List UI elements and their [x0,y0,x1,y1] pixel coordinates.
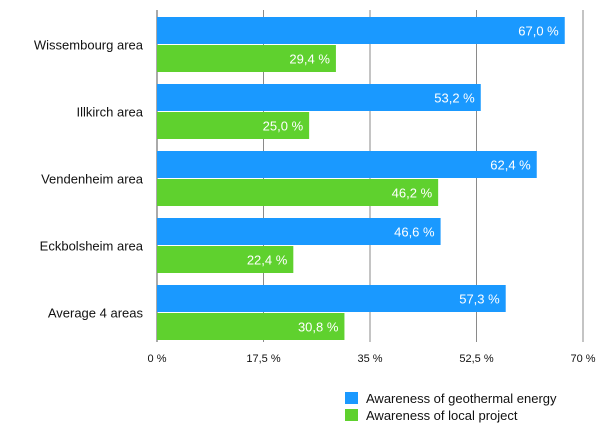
bar-value-label: 53,2 % [434,91,475,106]
bar-geothermal [157,218,441,245]
label-layer: 0 % 17,5 % 35 % 52,5 % 70 % 67,0 % 29,4 % Wisse… [34,24,596,366]
category-label: Eckbolsheim area [40,239,144,254]
bar-local-project [157,313,345,340]
bar-value-label: 62,4 % [490,158,531,173]
bar-local-project [157,112,310,139]
bar-local-project [157,45,336,72]
bar-geothermal [157,151,537,178]
bar-local-project [157,179,439,206]
bar-geothermal [157,84,481,111]
bar-value-label: 22,4 % [247,253,288,268]
x-tick-label: 70 % [570,353,595,365]
legend-swatch-geothermal [345,392,358,404]
bar-value-label: 57,3 % [459,292,500,307]
category-label: Vendenheim area [41,172,144,187]
category-label: Wissembourg area [34,38,144,53]
bar-value-label: 46,2 % [392,186,433,201]
bar-layer [157,17,565,340]
bar-value-label: 67,0 % [518,24,559,39]
x-tick-label: 35 % [357,353,382,365]
bar-value-label: 29,4 % [289,52,330,67]
bar-value-label: 30,8 % [298,320,339,335]
x-tick-label: 0 % [148,353,167,365]
x-tick-label: 17,5 % [246,353,280,365]
legend: Awareness of geothermal energy Awareness… [345,391,557,423]
bar-geothermal [157,17,565,44]
bar-value-label: 25,0 % [263,119,304,134]
category-label: Illkirch area [77,105,144,120]
bar-local-project [157,246,294,273]
legend-swatch-local-project [345,409,358,421]
x-tick-label: 52,5 % [459,353,493,365]
bar-geothermal [157,285,506,312]
bar-value-label: 46,6 % [394,225,435,240]
legend-label-geothermal: Awareness of geothermal energy [366,391,557,406]
category-label: Average 4 areas [48,306,144,321]
legend-label-local-project: Awareness of local project [366,408,518,423]
